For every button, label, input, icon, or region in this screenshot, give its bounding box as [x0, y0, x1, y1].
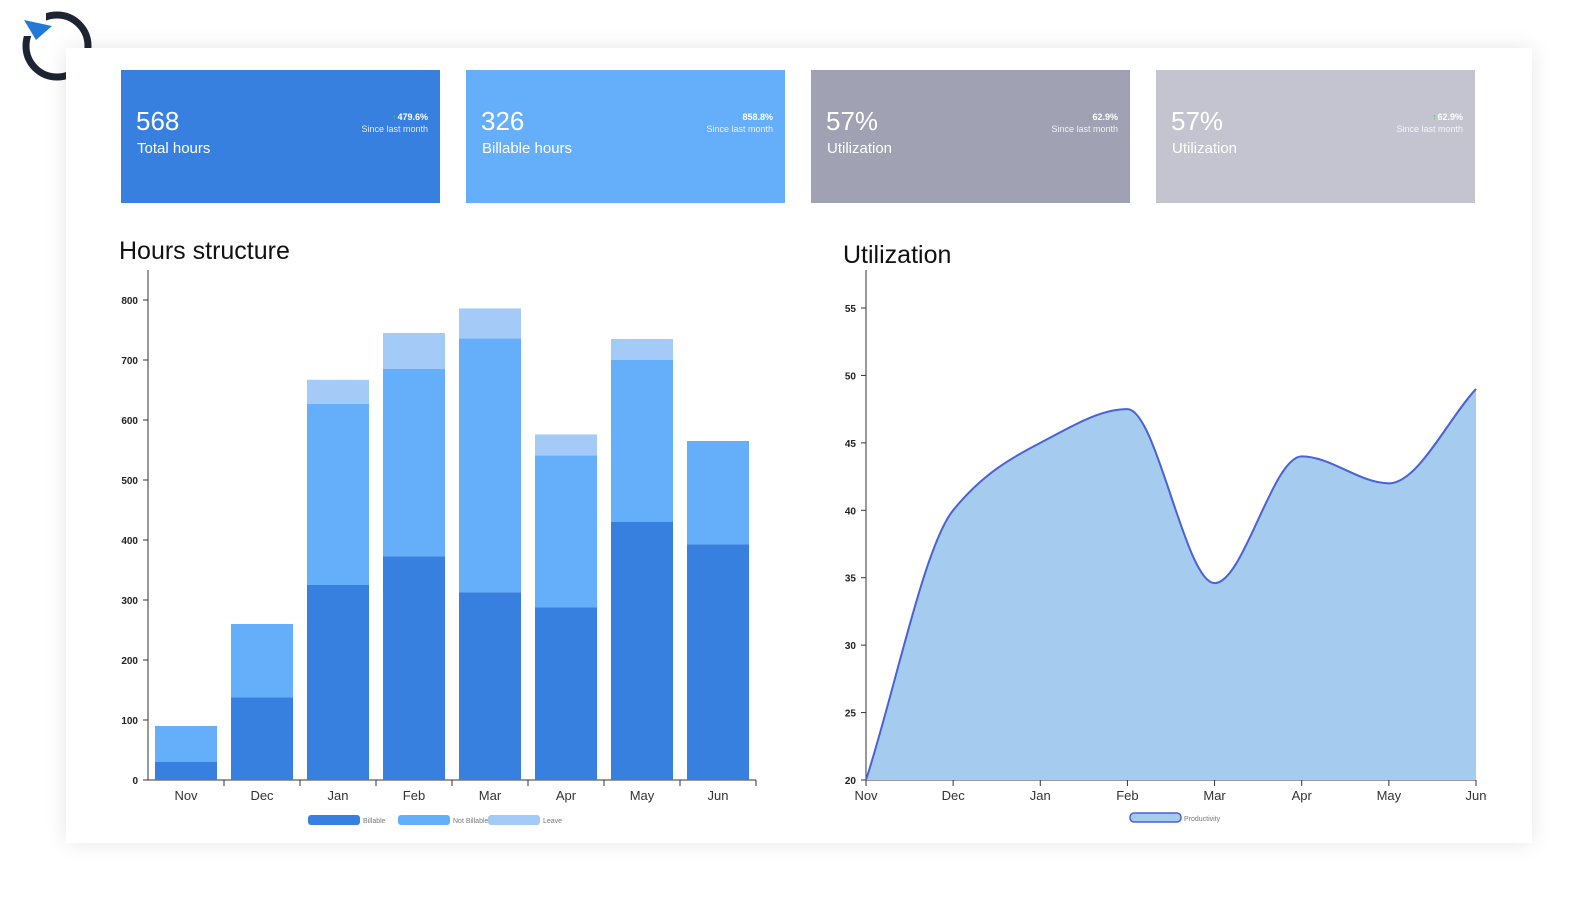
bar-segment: [535, 607, 597, 780]
card-since: Since last month: [361, 124, 428, 134]
y-tick-label: 40: [845, 506, 857, 517]
y-tick-label: 700: [121, 356, 138, 367]
y-tick-label: 800: [121, 296, 138, 307]
logo-icon: [20, 10, 92, 81]
bar-segment: [231, 697, 293, 780]
bar-segment: [307, 403, 369, 585]
utilization-card-2[interactable]: 57% Utilization ↑62.9% Since last month: [1156, 70, 1475, 203]
bar-segment: [459, 338, 521, 593]
y-tick-label: 25: [845, 709, 857, 720]
legend-swatch: [398, 815, 450, 825]
x-tick-label: Jan: [328, 788, 349, 803]
x-tick-label: Apr: [1292, 788, 1313, 803]
arrow-up-icon: ↑: [391, 112, 397, 122]
card-change: ↑62.9%: [1086, 112, 1118, 122]
bar-segment: [687, 544, 749, 780]
bar-segment: [155, 762, 217, 780]
arrow-up-icon: ↑: [1431, 112, 1437, 122]
bar-segment: [459, 308, 521, 339]
bar-segment: [383, 333, 445, 369]
x-tick-label: Nov: [174, 788, 198, 803]
card-label: Billable hours: [482, 140, 573, 157]
x-tick-label: May: [630, 788, 655, 803]
hours-chart-title: Hours structure: [119, 237, 290, 265]
bar-segment: [307, 585, 369, 780]
bar-segment: [459, 592, 521, 780]
card-change: ↑858.8%: [736, 112, 773, 122]
total-hours-card[interactable]: 568 Total hours ↑479.6% Since last month: [121, 70, 440, 203]
y-tick-label: 300: [121, 596, 138, 607]
bar-segment: [383, 369, 445, 557]
y-tick-label: 45: [845, 439, 857, 450]
y-tick-label: 35: [845, 574, 857, 585]
bar-segment: [231, 624, 293, 698]
x-tick-label: Mar: [1203, 788, 1226, 803]
billable-hours-card[interactable]: 326 Billable hours ↑858.8% Since last mo…: [466, 70, 785, 203]
x-tick-label: Jun: [708, 788, 729, 803]
arrow-up-icon: ↑: [736, 112, 742, 122]
legend-swatch: [488, 815, 540, 825]
card-label: Total hours: [137, 140, 211, 157]
card-change: ↑62.9%: [1431, 112, 1463, 122]
utilization-card[interactable]: 57% Utilization ↑62.9% Since last month: [811, 70, 1130, 203]
x-tick-label: May: [1377, 788, 1402, 803]
card-value: 57%: [1171, 106, 1224, 136]
arrow-up-icon: ↑: [1086, 112, 1092, 122]
bar-segment: [535, 455, 597, 608]
y-tick-label: 0: [132, 776, 138, 787]
y-tick-label: 400: [121, 536, 138, 547]
bar-segment: [535, 434, 597, 456]
card-label: Utilization: [827, 140, 893, 157]
card-since: Since last month: [1051, 124, 1118, 134]
area-line: [865, 388, 1477, 781]
x-tick-label: Feb: [1116, 788, 1138, 803]
bar-segment: [611, 522, 673, 780]
card-value: 57%: [826, 106, 879, 136]
card-since: Since last month: [1396, 124, 1463, 134]
bar-segment: [307, 379, 369, 404]
legend-label: Not Billable: [453, 818, 489, 825]
x-tick-label: Jun: [1466, 788, 1487, 803]
y-tick-label: 55: [845, 304, 857, 315]
y-tick-label: 30: [845, 641, 857, 652]
bar-segment: [611, 339, 673, 360]
legend-label: Productivity: [1184, 816, 1221, 823]
x-tick-label: Feb: [403, 788, 425, 803]
bar-segment: [155, 726, 217, 762]
y-tick-label: 600: [121, 416, 138, 427]
bar-segment: [687, 441, 749, 545]
legend-swatch: [1129, 812, 1182, 823]
y-tick-label: 20: [845, 776, 857, 787]
x-tick-label: Mar: [479, 788, 502, 803]
y-tick-label: 200: [121, 656, 138, 667]
card-value: 326: [481, 106, 525, 136]
utilization-chart-title: Utilization: [843, 241, 952, 269]
card-change: ↑479.6%: [391, 112, 428, 122]
card-since: Since last month: [706, 124, 773, 134]
x-tick-label: Nov: [854, 788, 878, 803]
legend-swatch: [308, 815, 360, 825]
x-tick-label: Dec: [250, 788, 274, 803]
y-tick-label: 50: [845, 371, 857, 382]
card-label: Utilization: [1172, 140, 1238, 157]
y-tick-label: 100: [121, 716, 138, 727]
legend-label: Leave: [543, 818, 562, 825]
legend-label: Billable: [363, 818, 386, 825]
bar-segment: [383, 556, 445, 780]
bar-segment: [611, 360, 673, 522]
area-fill: [866, 388, 1476, 780]
y-tick-label: 500: [121, 476, 138, 487]
x-tick-label: Dec: [942, 788, 966, 803]
x-tick-label: Apr: [556, 788, 577, 803]
x-tick-label: Jan: [1030, 788, 1051, 803]
card-value: 568: [136, 106, 180, 136]
